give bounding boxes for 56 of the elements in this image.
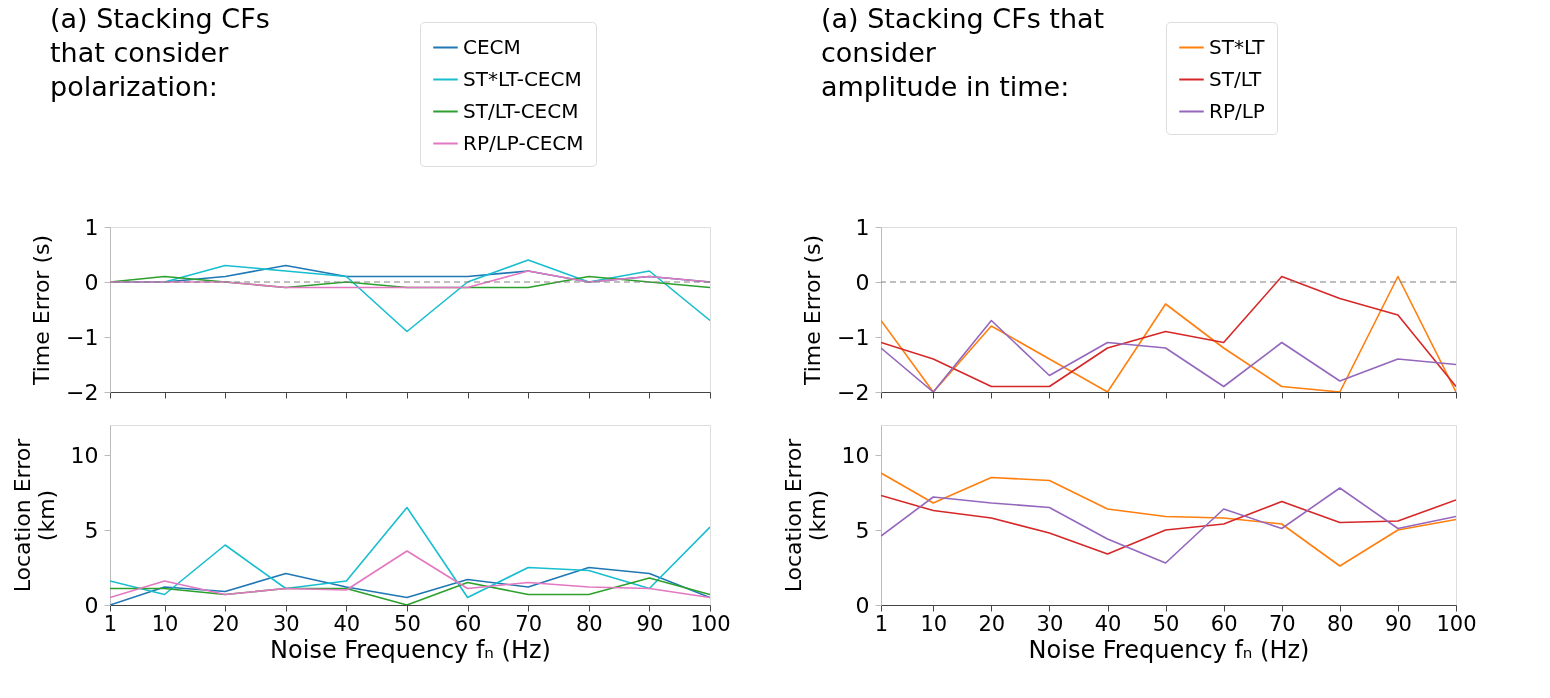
x-tick-label: 100 xyxy=(690,611,731,636)
x-tick-label: 30 xyxy=(1036,611,1064,636)
legend-label: ST*LT-CECM xyxy=(463,66,582,91)
x-tick-label: 80 xyxy=(575,611,603,636)
y-axis-title: Time Error (s) xyxy=(29,234,55,387)
y-tick-label: −1 xyxy=(66,324,99,350)
x-axis-title: Noise Frequency fₙ (Hz) xyxy=(270,635,551,664)
line-series xyxy=(881,472,1456,567)
legend-label: ST*LT xyxy=(1209,34,1266,59)
y-tick-label: −1 xyxy=(837,324,870,350)
x-tick-label: 70 xyxy=(515,611,543,636)
x-tick-label: 40 xyxy=(333,611,361,636)
x-tick-label: 10 xyxy=(920,611,948,636)
chart-title: (a) Stacking CFs that consider amplitude in time: xyxy=(821,3,1105,102)
line-series xyxy=(881,487,1456,564)
y-axis-title: Time Error (s) xyxy=(800,234,826,387)
x-tick-label: 1 xyxy=(874,611,889,636)
x-tick-label: 30 xyxy=(272,611,300,636)
y-tick-label: 1 xyxy=(855,214,870,240)
x-tick-label: 90 xyxy=(636,611,664,636)
y-tick-label: 5 xyxy=(855,517,870,543)
x-tick-label: 80 xyxy=(1326,611,1354,636)
legend-label: RP/LP-CECM xyxy=(463,130,584,155)
x-tick-label: 20 xyxy=(212,611,240,636)
legend-label: ST/LT-CECM xyxy=(463,98,579,123)
x-tick-label: 70 xyxy=(1268,611,1296,636)
y-axis-title: Location Error (km) xyxy=(780,437,830,593)
legend-label: CECM xyxy=(463,34,521,59)
x-tick-label: 60 xyxy=(454,611,482,636)
chart-title: (a) Stacking CFs that consider polarization: xyxy=(50,3,270,102)
x-tick-label: 20 xyxy=(978,611,1006,636)
y-tick-label: −2 xyxy=(837,379,870,405)
legend-label: RP/LP xyxy=(1209,98,1265,123)
y-tick-label: 0 xyxy=(855,592,870,618)
y-tick-label: 10 xyxy=(841,442,870,468)
y-tick-label: 10 xyxy=(70,442,99,468)
legend-label: ST/LT xyxy=(1209,66,1263,91)
x-tick-label: 40 xyxy=(1094,611,1122,636)
x-tick-label: 60 xyxy=(1210,611,1238,636)
x-tick-label: 50 xyxy=(1152,611,1180,636)
y-tick-label: 0 xyxy=(84,592,99,618)
y-tick-label: −2 xyxy=(66,379,99,405)
y-tick-label: 5 xyxy=(84,517,99,543)
x-tick-label: 90 xyxy=(1385,611,1412,636)
x-tick-label: 100 xyxy=(1436,611,1477,636)
y-tick-label: 0 xyxy=(855,269,870,295)
line-series xyxy=(881,494,1456,555)
y-tick-label: 0 xyxy=(84,269,99,295)
line-series xyxy=(110,550,710,599)
x-axis-title: Noise Frequency fₙ (Hz) xyxy=(1028,635,1310,664)
x-tick-label: 10 xyxy=(151,611,179,636)
line-series xyxy=(110,506,710,599)
x-tick-label: 1 xyxy=(103,611,118,636)
x-tick-label: 50 xyxy=(394,611,421,636)
y-axis-title: Location Error (km) xyxy=(9,437,59,593)
y-tick-label: 1 xyxy=(84,214,99,240)
